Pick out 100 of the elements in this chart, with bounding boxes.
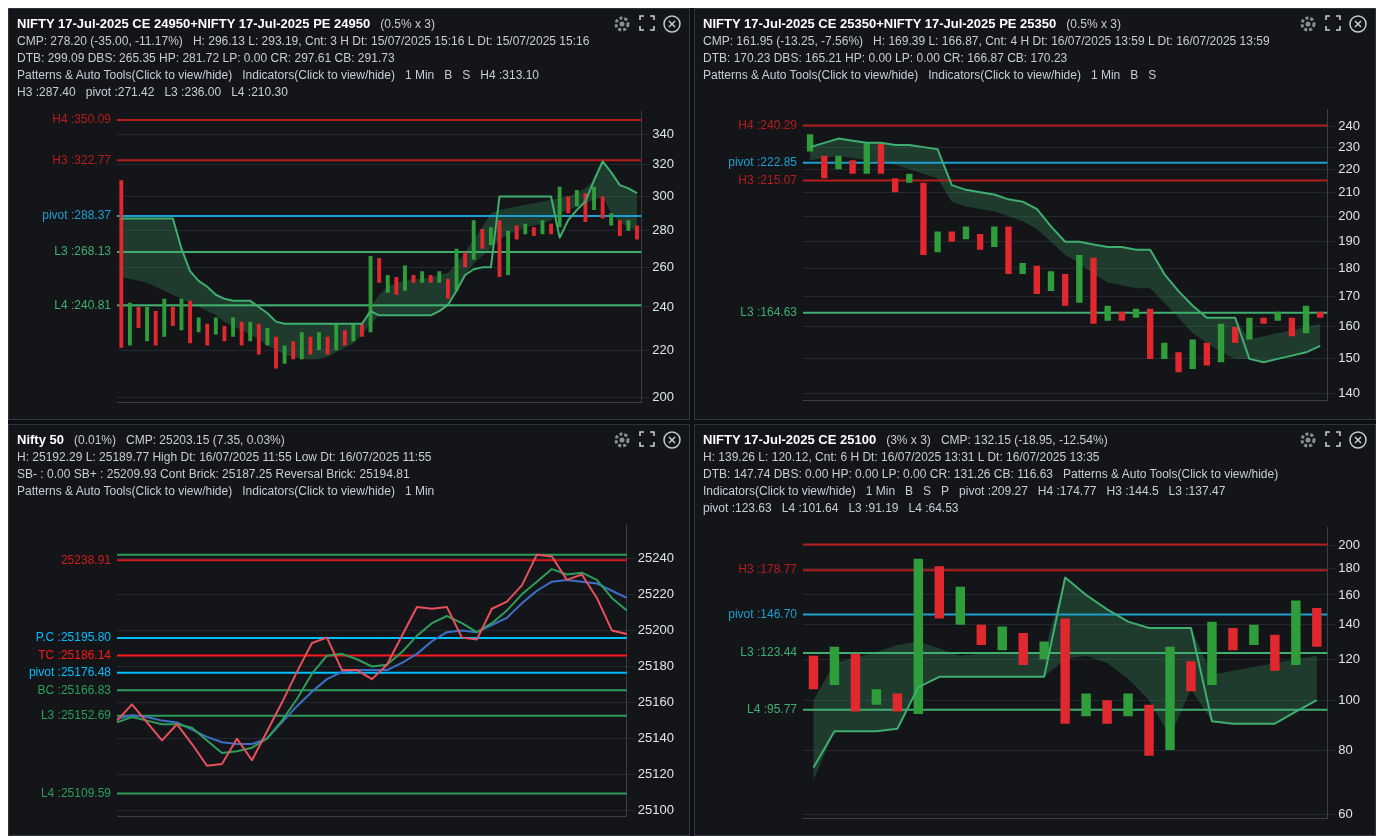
bar (282, 345, 287, 364)
text: H: 139.26 L: 120.12, Cnt: 6 H Dt: 16/07/2025 13:31 L Dt: 16/07/2025 13:35 (703, 449, 1100, 466)
bar (1165, 646, 1175, 751)
bar (445, 278, 450, 299)
bar (962, 226, 970, 240)
bar (1146, 308, 1154, 359)
ref-line-label: H3 :215.07 (738, 172, 798, 187)
chart-title: NIFTY 17-Jul-2025 CE 25350+NIFTY 17-Jul-2025 PE 25350 (703, 16, 1057, 31)
bar (145, 306, 150, 342)
bar (471, 220, 476, 260)
text: CMP: 132.15 (-18.95, -12.54%) (940, 432, 1108, 449)
text: Patterns & Auto Tools(Click to view/hide) (703, 67, 919, 84)
ref-line-label: L3 :164.63 (740, 305, 798, 320)
y-tick-label: 240 (1338, 117, 1361, 133)
bar (850, 653, 861, 712)
bar (566, 196, 571, 214)
bar (808, 655, 819, 690)
y-tick-label: 25140 (637, 730, 675, 746)
y-tick-label: 120 (1338, 650, 1361, 666)
text: CMP: 25203.15 (7.35, 0.03%) (126, 432, 285, 449)
text: H3 :144.5 (1106, 483, 1159, 500)
bar (334, 323, 339, 351)
y-tick-label: 340 (652, 126, 675, 142)
bar (205, 323, 210, 346)
y-tick-label: 25220 (637, 585, 675, 601)
bar (849, 160, 856, 174)
bar (162, 298, 167, 337)
bar (913, 558, 924, 714)
text: Patterns & Auto Tools(Click to view/hide) (1063, 466, 1279, 483)
text: L4 :101.64 (781, 500, 839, 517)
chart-title: NIFTY 17-Jul-2025 CE 25100 (703, 432, 877, 447)
ref-line-label: L3 :25152.69 (40, 708, 112, 723)
y-tick-label: 230 (1338, 138, 1361, 154)
text: Indicators(Click to view/hide) (703, 483, 856, 500)
bar (891, 178, 899, 193)
text: B (444, 67, 453, 84)
bar (1132, 308, 1140, 318)
text: CMP: 278.20 (-35.00, -11.17%) (17, 33, 183, 50)
y-tick-label: 190 (1338, 233, 1361, 249)
bar (906, 173, 913, 183)
text: B (905, 483, 914, 500)
ref-line-label: 25238.91 (60, 552, 112, 567)
bar (821, 155, 828, 179)
text: H4 :313.10 (480, 67, 540, 84)
bar (213, 317, 218, 335)
text: pivot :209.27 (959, 483, 1028, 500)
ref-line-label: H4 :350.09 (52, 112, 112, 127)
bar (1228, 628, 1238, 651)
text: 1 Min (404, 67, 435, 84)
bar (1076, 254, 1083, 303)
bar (1249, 624, 1259, 645)
bar (1161, 342, 1168, 359)
text: S (462, 67, 471, 84)
ref-line-label: L3 :123.44 (740, 645, 798, 660)
text: SB- : 0.00 SB+ : 25209.93 Cont Brick: 25187.25 Reversal Brick: 25194.81 (17, 466, 410, 483)
text: H3 :287.40 (17, 84, 76, 101)
text: S (1148, 67, 1157, 84)
y-tick-label: 220 (1338, 160, 1361, 176)
bar (1061, 274, 1069, 306)
bar (196, 317, 201, 333)
bar (934, 231, 941, 253)
text: 1 Min (404, 483, 435, 500)
bar (488, 227, 493, 246)
bar (1104, 305, 1111, 321)
bar (437, 271, 442, 283)
text: L4 :64.53 (908, 500, 959, 517)
y-tick-label: 160 (1338, 318, 1361, 334)
bar (1302, 305, 1310, 334)
bar (877, 142, 885, 174)
bar (1260, 317, 1267, 324)
bar (153, 311, 158, 346)
bar (325, 336, 330, 355)
bar (342, 330, 347, 346)
bar (265, 328, 270, 346)
text: Indicators(Click to view/hide) (242, 67, 395, 84)
y-tick-label: 260 (652, 258, 675, 274)
chart-title: Nifty 50 (17, 432, 64, 447)
ref-line-label: P.C :25195.80 (35, 630, 112, 645)
text: P (941, 483, 950, 500)
bar (1317, 311, 1324, 318)
text: CMP: 161.95 (-13.25, -7.56%) (703, 33, 864, 50)
text: 1 Min (865, 483, 896, 500)
bar (506, 230, 511, 276)
bar (920, 182, 927, 255)
text: 1 Min (1090, 67, 1121, 84)
ref-line-label: H3 :178.77 (738, 562, 798, 577)
bar (1060, 618, 1070, 724)
bar (360, 323, 364, 337)
bar (127, 302, 132, 346)
bar (385, 275, 390, 293)
bar (403, 265, 407, 291)
y-tick-label: 25160 (637, 694, 675, 710)
y-tick-label: 220 (652, 341, 675, 357)
y-tick-label: 80 (1338, 741, 1353, 757)
text: (0.5% x 3) (1066, 16, 1121, 33)
bar (428, 275, 433, 283)
bar (626, 220, 631, 231)
bar (1186, 661, 1196, 692)
bar (835, 155, 842, 170)
text: L3 :236.00 (164, 84, 222, 101)
